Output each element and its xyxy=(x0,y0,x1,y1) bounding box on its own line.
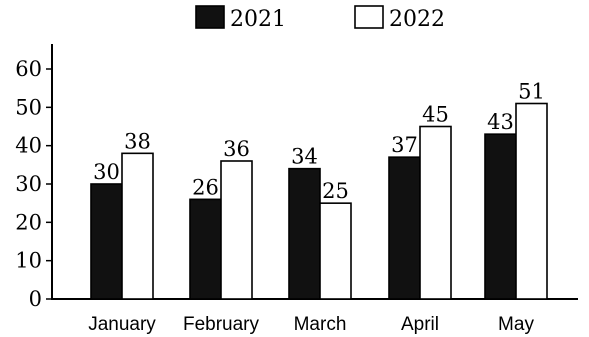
x-tick-label: February xyxy=(183,314,260,335)
data-label: 43 xyxy=(487,110,514,134)
data-label: 30 xyxy=(93,160,120,184)
bar-2022-january xyxy=(121,152,154,300)
y-tick-label: 40 xyxy=(15,134,42,158)
data-label: 51 xyxy=(518,80,545,104)
data-label: 45 xyxy=(422,103,449,127)
x-tick-label: April xyxy=(401,314,439,335)
y-tick-label: 30 xyxy=(15,172,42,196)
bar-2021-may xyxy=(484,133,517,300)
legend-swatch-2022 xyxy=(354,5,384,29)
y-tick-label: 0 xyxy=(29,287,42,311)
legend-label-2022: 2022 xyxy=(389,7,445,32)
bar-2022-april xyxy=(419,125,452,300)
data-label: 37 xyxy=(391,133,418,157)
legend-swatch-2021 xyxy=(195,5,225,29)
data-label: 26 xyxy=(192,175,219,199)
y-tick-label: 50 xyxy=(15,95,42,119)
bar-2021-march xyxy=(288,167,321,300)
data-label: 38 xyxy=(124,129,151,153)
x-tick-label: May xyxy=(498,314,534,335)
bar-2022-february xyxy=(220,160,253,300)
data-label: 25 xyxy=(322,179,349,203)
bar-2021-january xyxy=(90,183,123,300)
y-tick-label: 60 xyxy=(15,57,42,81)
x-tick-label: January xyxy=(88,314,156,335)
bar-2022-march xyxy=(319,202,352,300)
y-tick-label: 10 xyxy=(15,249,42,273)
bar-2021-february xyxy=(189,198,222,300)
data-label: 34 xyxy=(291,145,318,169)
legend-label-2021: 2021 xyxy=(230,7,286,32)
bar-2021-april xyxy=(388,156,421,300)
x-tick-label: March xyxy=(294,314,347,335)
y-tick-label: 20 xyxy=(15,210,42,234)
data-label: 36 xyxy=(223,137,250,161)
bar-2022-may xyxy=(515,102,548,300)
